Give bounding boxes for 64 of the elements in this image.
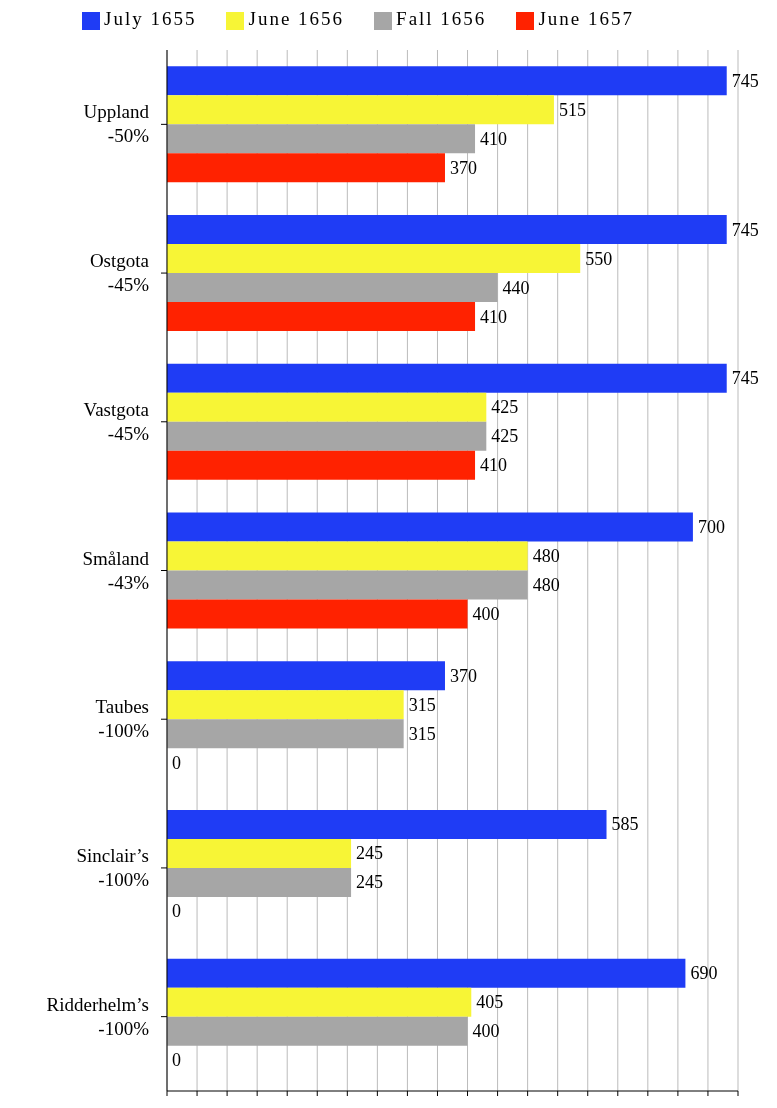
bar [167,867,352,897]
y-tick-label: Ostgota -45% [89,250,150,296]
legend-label: June 1656 [248,8,345,29]
data-label: 370 [449,157,477,178]
data-label: 245 [356,843,384,864]
data-label: 550 [585,248,613,269]
data-label: 410 [480,128,508,149]
legend-label: July 1655 [104,8,197,29]
bar [167,392,487,422]
y-tick-label: Taubes -100% [95,696,150,742]
data-label: 0 [172,901,182,922]
data-label: 245 [356,872,384,893]
bar [167,690,404,720]
data-label: 400 [472,1021,500,1042]
legend-label: Fall 1656 [396,8,487,29]
bar [167,153,445,183]
bar [167,302,476,332]
data-label: 745 [731,368,759,389]
data-label: 690 [690,963,718,984]
bar [167,244,581,274]
bar [167,66,727,96]
bar [167,273,498,303]
bar [167,838,352,868]
data-label: 480 [532,546,560,566]
data-label: 480 [532,575,560,595]
bar [167,124,476,154]
bar [167,450,476,480]
bar [167,512,693,542]
legend-label: June 1657 [538,8,634,29]
bar [167,719,404,749]
bar [167,599,468,629]
bar [167,987,472,1017]
y-tick-label: Småland -43% [82,547,150,593]
data-label: 425 [491,426,519,447]
bar [167,421,487,451]
bar [167,1016,468,1046]
bar [167,541,528,571]
data-label: 315 [408,723,436,744]
data-label: 425 [491,397,519,418]
y-tick-label: Uppland -50% [83,101,150,147]
data-label: 370 [449,665,477,686]
bar [167,661,445,691]
y-tick-label: Vastgota -45% [83,398,150,444]
data-label: 700 [697,517,725,537]
bar [167,809,607,839]
data-label: 410 [480,306,508,327]
data-label: 315 [408,694,436,715]
bar [167,215,727,245]
data-label: 0 [172,1050,182,1071]
data-label: 745 [731,70,759,91]
y-tick-label: Ridderhelm’s -100% [46,993,150,1039]
bar [167,95,554,125]
data-label: 405 [476,992,504,1013]
bar [167,570,528,600]
data-label: 515 [558,99,586,120]
y-tick-label: Sinclair’s -100% [76,844,150,890]
data-label: 0 [172,752,182,773]
data-label: 745 [731,219,759,240]
data-label: 585 [611,814,639,835]
data-label: 400 [472,604,500,624]
data-label: 440 [502,277,530,298]
data-label: 410 [480,455,508,476]
bar [167,958,686,988]
bar [167,363,727,393]
